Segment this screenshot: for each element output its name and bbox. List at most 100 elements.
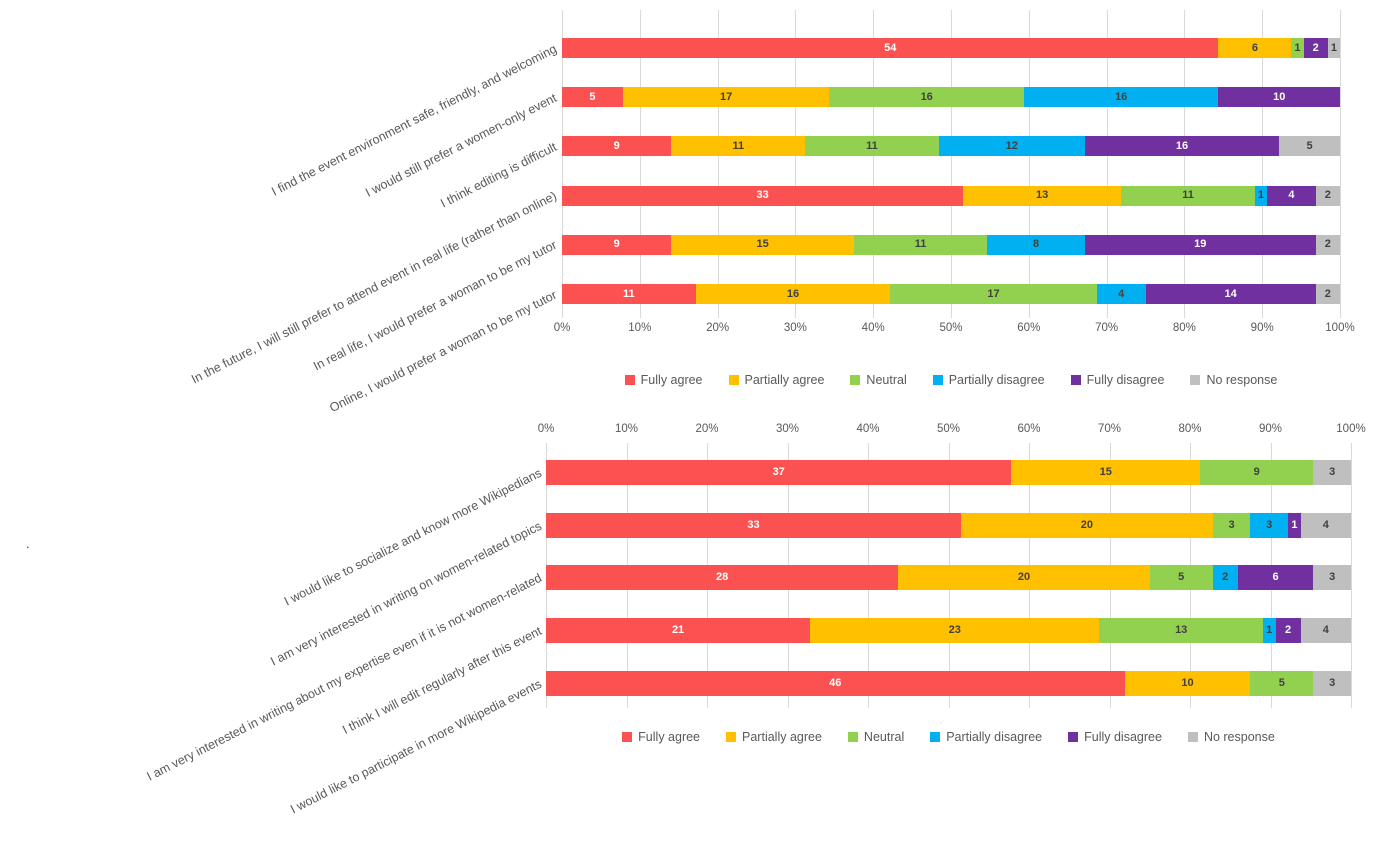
bar-value-label: 12 <box>1005 139 1018 152</box>
legend-item-label: Partially agree <box>744 372 825 387</box>
bar-segment: 33 <box>546 512 962 538</box>
gridline <box>639 10 641 318</box>
bar-value-label: 33 <box>756 189 769 202</box>
legend-item-label: Fully disagree <box>1086 372 1165 387</box>
bar-segment: 5 <box>1250 670 1314 696</box>
bar-value-label: 33 <box>747 518 760 531</box>
legend-item-label: No response <box>1206 372 1278 387</box>
axis-tick-label: 90% <box>1258 423 1283 435</box>
legend-item-label: Neutral <box>866 372 907 387</box>
bar-value-label: 5 <box>1178 571 1185 584</box>
gridline <box>1340 10 1341 318</box>
bar-segment: 19 <box>1084 234 1316 255</box>
bar-segment: 11 <box>562 284 696 304</box>
bar-value-label: 5 <box>1306 139 1313 152</box>
bar-segment: 2 <box>1315 284 1340 304</box>
bar-value-label: 1 <box>1330 41 1337 54</box>
bar-value-label: 3 <box>1329 466 1336 478</box>
axis-tick-label: 70% <box>1097 423 1122 435</box>
bar-segment: 15 <box>1011 460 1201 485</box>
gridline <box>1262 10 1264 318</box>
bar-value-label: 5 <box>589 90 596 103</box>
legend-item-label: No response <box>1203 729 1275 744</box>
bar-value-label: 1 <box>1294 41 1301 54</box>
legend-item-label: Partially disagree <box>948 372 1045 387</box>
bar-value-label: 16 <box>1175 139 1189 152</box>
bar-value-label: 2 <box>1285 624 1292 637</box>
axis-tick-label: 10% <box>614 423 639 435</box>
bar-segment: 6 <box>1237 565 1314 591</box>
bar-segment: 11 <box>1121 185 1255 206</box>
bar-value-label: 4 <box>1322 624 1329 637</box>
bar-value-label: 8 <box>1033 238 1040 251</box>
bar-segment: 5 <box>562 87 623 108</box>
gridline <box>951 10 952 318</box>
axis-tick-label: 30% <box>783 322 807 334</box>
bar-segment: 3 <box>1313 670 1351 696</box>
legend-item-label: Fully disagree <box>1084 729 1162 744</box>
legend-swatch <box>622 731 633 742</box>
legend-item: Fully disagree <box>1068 730 1162 744</box>
axis-tick-label: 0% <box>553 322 571 334</box>
bar-segment: 8 <box>987 234 1085 255</box>
bar-value-label: 11 <box>1182 189 1194 202</box>
bar-segment: 17 <box>890 284 1097 304</box>
legend-swatch <box>1187 731 1198 742</box>
bar-value-label: 16 <box>920 90 933 103</box>
axis-tick-label: 70% <box>1095 322 1119 334</box>
bar-value-label: 4 <box>1118 287 1125 300</box>
bar-segment: 1 <box>1262 618 1276 644</box>
axis-tick-label: 80% <box>1178 423 1202 435</box>
bar-segment: 33 <box>562 185 964 206</box>
legend-item: Fully agree <box>624 373 703 387</box>
legend-item-label: Partially agree <box>742 729 822 744</box>
bar-value-label: 11 <box>866 139 878 152</box>
legend-item: Neutral <box>847 730 904 744</box>
bar-segment: 9 <box>1200 460 1314 485</box>
bar-value-label: 11 <box>732 139 745 152</box>
bar-segment: 2 <box>1315 234 1340 255</box>
bar-value-label: 17 <box>987 287 1000 300</box>
bar-segment: 3 <box>1212 512 1251 538</box>
bar-segment: 1 <box>1291 38 1304 58</box>
bar-segment: 11 <box>805 136 939 157</box>
gridline <box>1028 10 1030 318</box>
legend-swatch <box>728 374 739 385</box>
bar-segment: 2 <box>1303 38 1328 58</box>
bar-value-label: 46 <box>829 676 842 689</box>
bar-value-label: 15 <box>756 238 769 251</box>
bar-value-label: 2 <box>1324 189 1331 202</box>
legend-item: Partially disagree <box>932 372 1045 387</box>
legend-swatch <box>930 731 941 742</box>
bar-segment: 4 <box>1300 512 1351 538</box>
bar-value-label: 3 <box>1329 676 1336 689</box>
bar-segment: 10 <box>1124 670 1251 696</box>
axis-tick-label: 10% <box>628 322 652 334</box>
bar-segment: 3 <box>1313 460 1351 485</box>
bar-value-label: 9 <box>1253 466 1260 478</box>
bar-segment: 1 <box>1254 185 1268 206</box>
bar-segment: 15 <box>671 234 854 255</box>
legend-item: Partially disagree <box>930 730 1042 744</box>
gridline <box>562 10 563 318</box>
bar-value-label: 21 <box>671 624 685 637</box>
bar-value-label: 2 <box>1324 287 1331 300</box>
bar-value-label: 4 <box>1322 518 1329 531</box>
bar-segment: 2 <box>1212 565 1238 591</box>
axis-tick-label: 50% <box>936 423 961 435</box>
legend-item: No response <box>1190 373 1277 387</box>
bar-segment: 16 <box>695 284 891 304</box>
bar-value-label: 54 <box>884 41 897 54</box>
bar-segment: 28 <box>546 565 899 591</box>
bar-value-label: 1 <box>1291 518 1298 531</box>
bar-segment: 4 <box>1300 618 1351 644</box>
gridline <box>717 10 719 318</box>
legend-item: Fully disagree <box>1070 372 1165 387</box>
bar-value-label: 6 <box>1272 571 1279 584</box>
legend-swatch <box>624 374 635 385</box>
legend-item: Fully agree <box>622 730 700 744</box>
gridline <box>795 10 797 318</box>
bar-segment: 14 <box>1145 284 1316 304</box>
bar-value-label: 10 <box>1181 676 1194 689</box>
bar-segment: 13 <box>1099 618 1263 644</box>
